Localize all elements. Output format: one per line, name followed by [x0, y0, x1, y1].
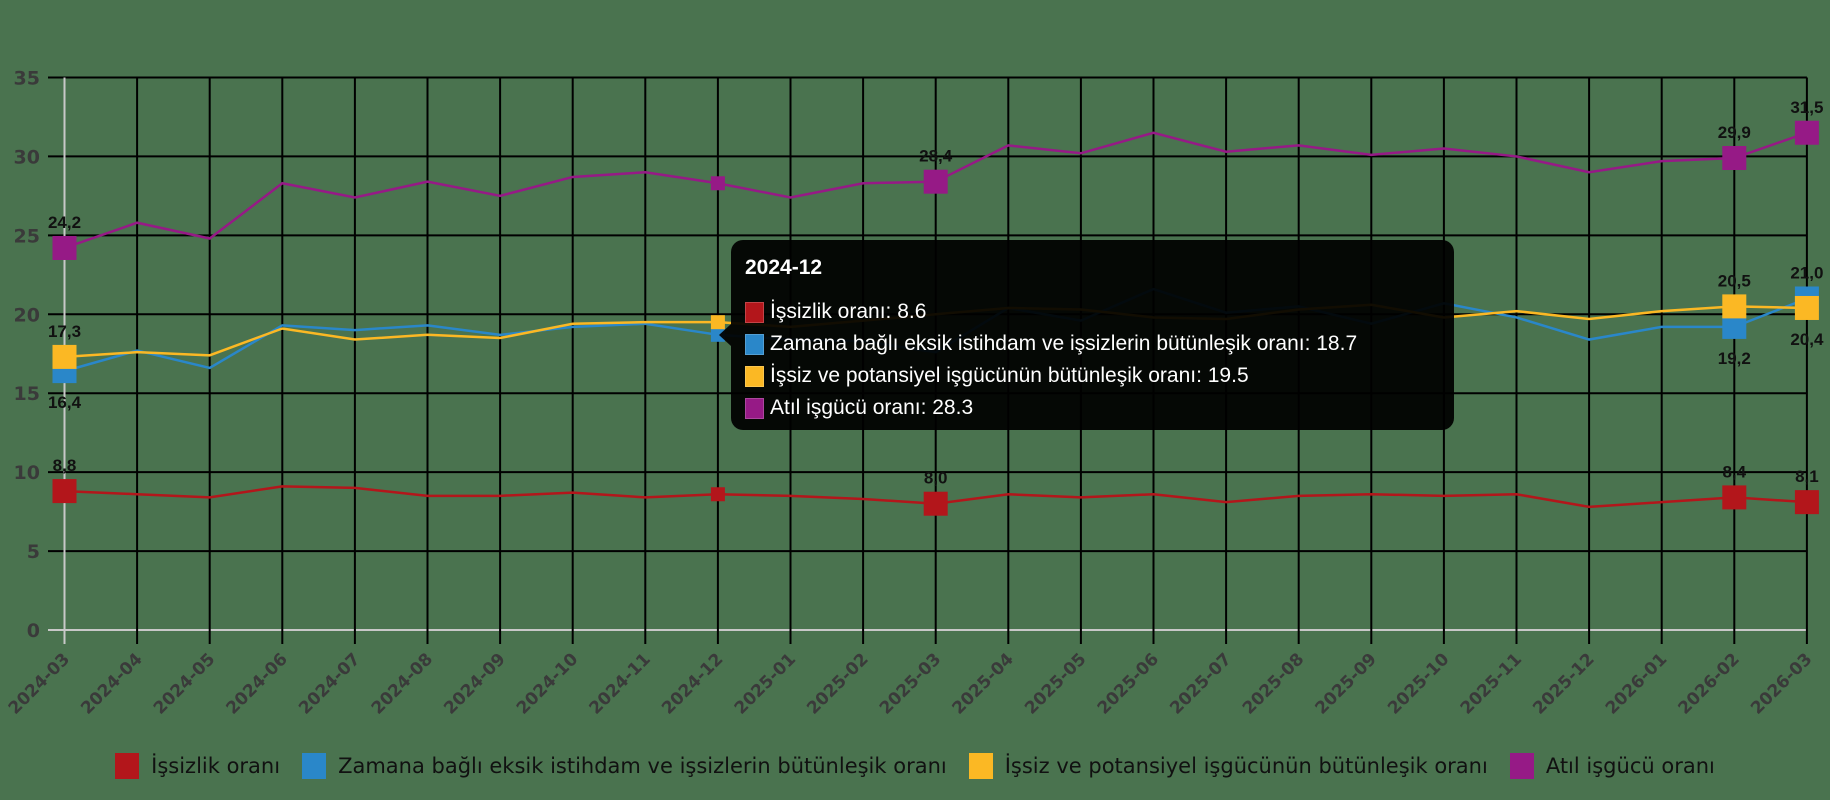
hover-point-marker[interactable] [710, 176, 725, 191]
data-label: 20,4 [1790, 330, 1824, 349]
data-point-marker[interactable] [1722, 294, 1747, 319]
data-point-marker[interactable] [1794, 295, 1819, 320]
purple-swatch-icon [745, 397, 764, 419]
legend-item-underutilization[interactable]: Atıl işgücü oranı [1509, 753, 1715, 779]
y-axis: 0 5 10 15 20 25 30 35 [14, 68, 40, 643]
data-point-marker[interactable] [923, 169, 948, 194]
hover-point-marker[interactable] [710, 487, 725, 502]
legend-item-potential[interactable]: İşsiz ve potansiyel işgücünün bütünleşik… [968, 753, 1488, 779]
data-label: 8,4 [1722, 462, 1746, 481]
data-label: 28,4 [919, 147, 953, 166]
legend-item-time-related[interactable]: Zamana bağlı eksik istihdam ve işsizleri… [302, 753, 947, 779]
x-tick-label: 2024-05 [150, 649, 219, 718]
y-tick-label: 0 [27, 620, 40, 642]
data-point-marker[interactable] [1722, 146, 1747, 171]
yellow-swatch-icon [745, 365, 764, 387]
x-tick-label: 2025-10 [1384, 649, 1453, 718]
tooltip-row-potential: İşsiz ve potansiyel işgücünün bütünleşik… [745, 360, 1440, 392]
y-tick-label: 20 [14, 304, 40, 326]
data-point-marker[interactable] [52, 479, 77, 504]
data-point-marker[interactable] [1794, 490, 1819, 515]
data-point-marker[interactable] [923, 491, 948, 516]
data-label: 24,2 [48, 213, 81, 232]
chart-legend: İşsizlik oranı Zamana bağlı eksik istihd… [0, 748, 1830, 784]
blue-square-icon [302, 753, 327, 779]
data-label: 21,0 [1790, 264, 1823, 283]
x-tick-label: 2025-09 [1312, 649, 1381, 718]
x-tick-label: 2025-11 [1457, 649, 1526, 718]
tooltip-row-underutilization: Atıl işgücü oranı: 28.3 [745, 392, 1440, 424]
x-tick-label: 2025-04 [949, 649, 1018, 718]
x-tick-label: 2024-03 [5, 649, 74, 718]
y-tick-label: 35 [14, 68, 40, 90]
data-label: 31,5 [1790, 98, 1823, 117]
purple-square-icon [1509, 753, 1534, 779]
x-tick-label: 2024-07 [295, 649, 364, 718]
data-point-marker[interactable] [1722, 485, 1747, 510]
red-swatch-icon [745, 301, 764, 323]
y-tick-label: 25 [14, 225, 40, 247]
data-label: 8,0 [924, 469, 948, 488]
data-label: 16,4 [48, 393, 82, 412]
data-point-marker[interactable] [1794, 120, 1819, 145]
tooltip-row-time-related: Zamana bağlı eksik istihdam ve işsizleri… [745, 328, 1440, 360]
x-tick-label: 2025-08 [1239, 649, 1308, 718]
x-tick-label: 2026-01 [1602, 649, 1671, 718]
yellow-square-icon [968, 753, 993, 779]
data-label: 8,8 [53, 456, 77, 475]
x-tick-label: 2024-10 [513, 649, 582, 718]
y-tick-label: 30 [14, 146, 40, 168]
data-labels: 8,8 8,0 8,4 8,1 16,4 19,2 21,0 17,3 20,5 20,4 24,2… [48, 98, 1824, 488]
chart-tooltip: 2024-12 İşsizlik oranı: 8.6 Zamana bağlı… [719, 240, 1454, 430]
x-tick-label: 2026-02 [1675, 649, 1744, 718]
data-label: 29,9 [1718, 123, 1751, 142]
x-tick-label: 2026-03 [1747, 649, 1816, 718]
data-point-marker[interactable] [52, 344, 77, 369]
data-point-marker[interactable] [1722, 314, 1747, 339]
red-square-icon [115, 753, 140, 779]
x-axis: 2024-03 2024-04 2024-05 2024-06 2024-07 2024-… [5, 649, 1817, 718]
x-tick-label: 2024-09 [440, 649, 509, 718]
y-tick-label: 10 [14, 462, 40, 484]
y-tick-label: 15 [14, 383, 40, 405]
x-tick-label: 2025-01 [731, 649, 800, 718]
data-point-marker[interactable] [52, 235, 77, 260]
x-tick-label: 2024-04 [77, 649, 146, 718]
series-lines [52, 120, 1819, 516]
x-tick-label: 2024-11 [586, 649, 655, 718]
y-tick-label: 5 [27, 541, 40, 563]
x-tick-label: 2025-12 [1529, 649, 1598, 718]
data-label: 8,1 [1795, 467, 1819, 486]
blue-swatch-icon [745, 333, 764, 355]
x-tick-label: 2024-12 [658, 649, 727, 718]
data-label: 17,3 [48, 322, 81, 341]
tooltip-title: 2024-12 [745, 256, 823, 279]
data-label: 20,5 [1718, 271, 1751, 290]
x-tick-label: 2025-05 [1021, 649, 1090, 718]
x-tick-label: 2025-07 [1166, 649, 1235, 718]
x-tick-label: 2024-08 [368, 649, 437, 718]
x-tick-label: 2024-06 [223, 649, 292, 718]
x-tick-label: 2025-02 [803, 649, 872, 718]
tooltip-row-unemployment: İşsizlik oranı: 8.6 [745, 296, 1440, 328]
x-tick-label: 2025-06 [1094, 649, 1163, 718]
data-label: 19,2 [1718, 349, 1751, 368]
x-tick-label: 2025-03 [876, 649, 945, 718]
legend-item-unemployment[interactable]: İşsizlik oranı [115, 753, 280, 779]
